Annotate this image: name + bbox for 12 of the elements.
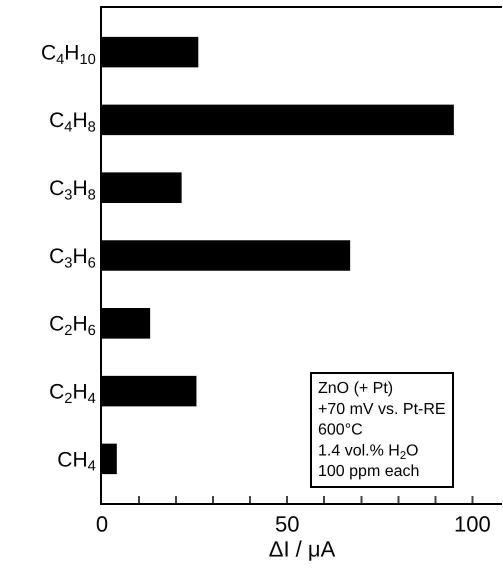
- x-tick-label: 50: [274, 511, 300, 536]
- y-tick-label: C$_{2}$H$_{4}$: [49, 380, 96, 407]
- annotation: ZnO (+ Pt) +70 mV vs. Pt-RE 600°C 1.4 vol.% H$_{2}$O 100 ppm each: [318, 380, 446, 480]
- y-tick-label: CH$_{4}$: [57, 448, 96, 475]
- y-tick-label: C$_{3}$H$_{8}$: [49, 177, 96, 204]
- y-tick-label: C$_{4}$H$_{10}$: [40, 41, 96, 68]
- y-tick-label: C$_{4}$H$_{8}$: [49, 109, 96, 136]
- x-tick-label: 0: [96, 511, 108, 536]
- y-tick-label: C$_{3}$H$_{6}$: [49, 244, 96, 272]
- y-tick-label: C$_{2}$H$_{6}$: [49, 312, 96, 340]
- x-axis-title: ΔI / μA: [268, 536, 336, 562]
- x-tick-label: 100: [454, 511, 491, 536]
